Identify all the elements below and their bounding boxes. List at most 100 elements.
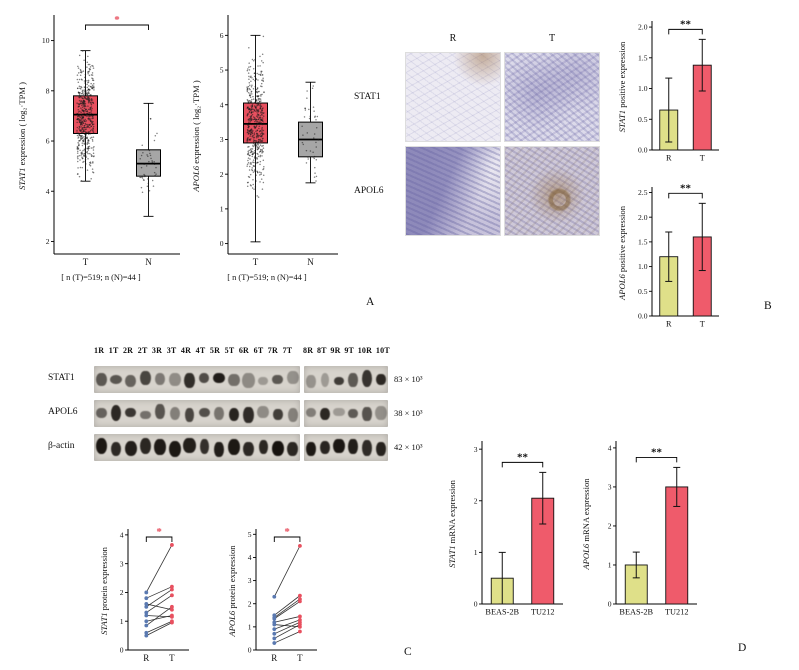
wb-row-label-apol6: APOL6 <box>48 407 78 417</box>
barchart-svg: APOL6 positive expression 0.0 0.5 1.0 1.5 2.0… <box>617 182 719 329</box>
svg-text:BEAS-2B: BEAS-2B <box>485 608 519 617</box>
svg-text:6: 6 <box>46 137 50 146</box>
ihc-image-apol6-r <box>405 146 501 236</box>
svg-text:APOL6 protein expression: APOL6 protein expression <box>227 545 237 638</box>
blot-band <box>168 440 182 457</box>
svg-text:4: 4 <box>220 100 224 109</box>
blot-band <box>95 373 107 387</box>
svg-text:2: 2 <box>474 496 478 505</box>
svg-text:6: 6 <box>220 31 224 40</box>
svg-text:APOL6 positive expression: APOL6 positive expression <box>617 205 627 301</box>
svg-text:0.0: 0.0 <box>638 146 648 155</box>
blot-band <box>305 407 317 418</box>
blot-band <box>320 373 330 387</box>
barchart-svg: STAT1 positive expression 0.0 0.5 1.0 1.5 2.0… <box>617 18 719 163</box>
blot-band <box>287 408 298 422</box>
blot-band <box>287 442 299 457</box>
svg-text:T: T <box>253 257 259 267</box>
blot-band <box>184 373 195 388</box>
svg-text:2: 2 <box>220 170 224 179</box>
svg-text:2: 2 <box>248 599 252 608</box>
svg-text:1.0: 1.0 <box>638 84 648 93</box>
boxplot-apol6-expression: APOL6 expression ( log₂·TPM ) 0 1 2 3 4 5 6 T N <box>190 6 344 270</box>
barchart-svg: STAT1 mRNA expression 0 1 2 3 BEAS-2B TU212 ** <box>447 441 563 617</box>
svg-text:**: ** <box>680 182 692 194</box>
svg-text:4: 4 <box>608 444 612 453</box>
svg-text:R: R <box>143 653 149 663</box>
barchart-apol6-mrna: APOL6 mRNA expression 0 1 2 3 4 BEAS-2B TU212 ** <box>580 424 706 620</box>
blot-band <box>214 441 225 458</box>
svg-text:2: 2 <box>120 588 124 597</box>
boxplot-svg: APOL6 expression ( log₂·TPM ) 0 1 2 3 4 5 6 T N <box>191 15 338 267</box>
svg-text:**: ** <box>517 451 529 463</box>
blot-band <box>139 437 152 454</box>
wb-membrane-stat1-group1 <box>94 366 300 393</box>
wb-membrane-bactin-group1 <box>94 434 300 461</box>
svg-text:2.5: 2.5 <box>638 188 648 197</box>
svg-text:1.5: 1.5 <box>638 237 648 246</box>
svg-text:2.0: 2.0 <box>638 213 648 222</box>
barchart-stat1-positive-expression: STAT1 positive expression 0.0 0.5 1.0 1.5 2.0… <box>616 4 728 166</box>
panel-label-c: C <box>404 646 412 658</box>
blot-band <box>199 372 210 383</box>
svg-text:2: 2 <box>46 237 50 246</box>
svg-text:4: 4 <box>120 530 124 539</box>
svg-text:10: 10 <box>42 36 50 45</box>
svg-text:*: * <box>284 526 290 538</box>
blot-band <box>273 409 283 421</box>
blot-band <box>228 408 239 421</box>
svg-text:5: 5 <box>220 66 224 75</box>
panel-label-b: B <box>764 300 772 312</box>
blot-band <box>199 438 210 455</box>
svg-text:STAT1 positive expression: STAT1 positive expression <box>617 41 627 132</box>
svg-text:*: * <box>114 14 120 26</box>
svg-text:1.5: 1.5 <box>638 53 648 62</box>
ihc-image-apol6-t <box>504 146 600 236</box>
blot-band <box>362 406 372 422</box>
ihc-row-label-apol6: APOL6 <box>354 186 384 196</box>
blot-band <box>243 406 254 423</box>
boxplot-svg: STAT1 expression ( log₂·TPM ) 2 4 6 8 10 T N * <box>17 14 180 267</box>
blot-band <box>155 404 166 420</box>
barchart-stat1-mrna: STAT1 mRNA expression 0 1 2 3 BEAS-2B TU212 ** <box>446 424 572 620</box>
paired-plot-svg: STAT1 protein expression 0 1 2 3 4 R T * <box>99 526 189 663</box>
barchart-svg: APOL6 mRNA expression 0 1 2 3 4 BEAS-2B TU212 ** <box>581 441 697 617</box>
blot-band <box>227 438 240 455</box>
blot-band <box>376 373 386 385</box>
svg-text:8: 8 <box>46 86 50 95</box>
blot-band <box>139 410 152 420</box>
svg-text:4: 4 <box>46 187 50 196</box>
blot-band <box>333 438 345 454</box>
svg-text:*: * <box>156 526 162 538</box>
blot-band <box>140 371 151 385</box>
svg-text:1: 1 <box>220 204 224 213</box>
blot-band <box>125 374 137 387</box>
blot-band <box>213 372 225 384</box>
blot-band <box>361 370 373 387</box>
wb-membrane-stat1-group2 <box>304 366 388 393</box>
blot-band <box>227 373 240 387</box>
wb-membrane-bactin-group2 <box>304 434 388 461</box>
blot-band <box>96 407 107 419</box>
svg-text:0: 0 <box>608 600 612 609</box>
svg-text:N: N <box>145 257 152 267</box>
wb-row-label-bactin: β-actin <box>48 441 75 451</box>
blot-band <box>348 409 358 419</box>
blot-band <box>109 375 123 384</box>
svg-text:R: R <box>666 320 672 329</box>
svg-text:3: 3 <box>608 483 612 492</box>
svg-text:APOL6 expression ( log₂·TPM ): APOL6 expression ( log₂·TPM ) <box>191 80 201 193</box>
blot-band <box>333 377 345 386</box>
boxplot-stat1-expression: STAT1 expression ( log₂·TPM ) 2 4 6 8 10 T N * <box>16 6 186 270</box>
svg-text:R: R <box>666 154 672 163</box>
wb-lane-labels-group2: 8R 8T 9R 9T 10R 10T <box>303 346 390 355</box>
svg-text:TU212: TU212 <box>531 608 555 617</box>
svg-text:1: 1 <box>474 548 478 557</box>
blot-band <box>272 374 284 385</box>
svg-text:N: N <box>307 257 314 267</box>
svg-text:1: 1 <box>120 617 124 626</box>
blot-band <box>242 373 255 389</box>
svg-text:1.0: 1.0 <box>638 262 648 271</box>
svg-text:4: 4 <box>248 553 252 562</box>
